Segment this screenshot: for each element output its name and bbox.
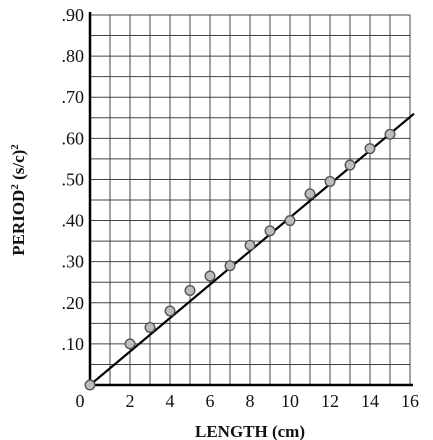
y-tick-label: .30 [62, 252, 85, 272]
data-point [284, 215, 296, 227]
y-tick-labels: .10 .20 .30 .40 .50 .60 .70 .80 .90 [62, 5, 85, 354]
grid [90, 14, 411, 385]
data-point [364, 143, 376, 155]
y-tick-label: .40 [62, 211, 85, 231]
y-axis-label-main: PERIOD [9, 190, 28, 256]
data-point [304, 188, 316, 200]
x-tick-label: 10 [281, 391, 299, 411]
data-point [164, 305, 176, 317]
y-tick-label: .10 [62, 334, 85, 354]
y-tick-label: .90 [62, 5, 85, 25]
x-tick-label: 12 [321, 391, 339, 411]
data-point [124, 338, 136, 350]
data-point [144, 321, 156, 333]
x-tick-label: 6 [206, 391, 215, 411]
x-tick-label: 16 [401, 391, 419, 411]
data-point [224, 260, 236, 272]
x-tick-label: 8 [246, 391, 255, 411]
data-points [84, 128, 396, 391]
data-point [244, 239, 256, 251]
data-point [264, 225, 276, 237]
y-tick-label: .20 [62, 293, 85, 313]
y-tick-label: .70 [62, 87, 85, 107]
x-axis-label: LENGTH (cm) [195, 422, 305, 440]
y-tick-label: .60 [62, 128, 85, 148]
x-tick-labels: 0 2 4 6 8 10 12 14 16 [76, 391, 420, 411]
x-tick-label: 2 [126, 391, 135, 411]
data-point [84, 379, 96, 391]
axes [88, 12, 413, 387]
y-tick-label: .50 [62, 169, 85, 189]
y-axis-label-unit: (s/c) [9, 150, 28, 184]
y-axis-label: PERIOD2 (s/c)2 [9, 144, 28, 256]
y-axis-label-unit-superscript: 2 [9, 144, 21, 150]
x-tick-label: 4 [166, 391, 175, 411]
y-tick-label: .80 [62, 46, 85, 66]
data-point [324, 175, 336, 187]
data-point [204, 270, 216, 282]
x-tick-label: 0 [76, 391, 85, 411]
data-point [344, 159, 356, 171]
data-point [384, 128, 396, 140]
data-point [184, 284, 196, 296]
y-axis-label-superscript: 2 [9, 184, 21, 190]
x-tick-label: 14 [361, 391, 379, 411]
